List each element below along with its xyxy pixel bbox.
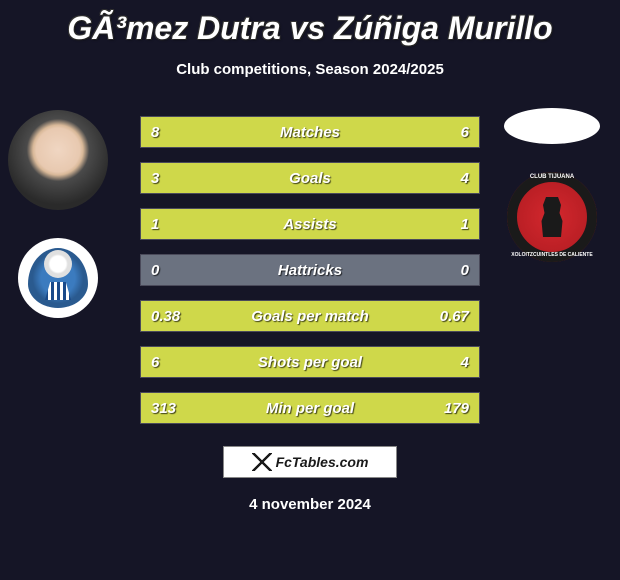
stat-label: Assists — [141, 216, 479, 233]
right-player-column: CLUB TIJUANA XOLOITZCUINTLES DE CALIENTE — [504, 108, 600, 262]
puebla-stripes-icon — [45, 282, 71, 300]
stats-table: 86Matches 34Goals 11Assists 00Hattricks 0.38… — [140, 116, 480, 424]
stat-label: Goals per match — [141, 308, 479, 325]
player-left-photo — [8, 110, 108, 210]
stat-row: 86Matches — [140, 116, 480, 148]
stat-row: 11Assists — [140, 208, 480, 240]
stat-row: 64Shots per goal — [140, 346, 480, 378]
stat-label: Hattricks — [141, 262, 479, 279]
page-title: GÃ³mez Dutra vs Zúñiga Murillo — [0, 0, 620, 47]
club-badge-right: CLUB TIJUANA XOLOITZCUINTLES DE CALIENTE — [507, 172, 597, 262]
stat-label: Min per goal — [141, 400, 479, 417]
stat-label: Matches — [141, 124, 479, 141]
tijuana-text-bottom: XOLOITZCUINTLES DE CALIENTE — [511, 252, 592, 258]
left-player-column — [8, 110, 108, 318]
comparison-area: 86Matches 34Goals 11Assists 00Hattricks 0.38… — [0, 116, 620, 424]
footer-logo-text: FcTables.com — [276, 454, 369, 470]
stat-row: 313179Min per goal — [140, 392, 480, 424]
subtitle: Club competitions, Season 2024/2025 — [0, 61, 620, 78]
stat-row: 00Hattricks — [140, 254, 480, 286]
footer-date: 4 november 2024 — [0, 496, 620, 513]
club-badge-left — [18, 238, 98, 318]
fctables-icon — [252, 453, 272, 471]
stat-row: 34Goals — [140, 162, 480, 194]
footer-logo: FcTables.com — [223, 446, 397, 478]
stat-label: Shots per goal — [141, 354, 479, 371]
stat-row: 0.380.67Goals per match — [140, 300, 480, 332]
player-right-photo — [504, 108, 600, 144]
tijuana-text-top: CLUB TIJUANA — [530, 174, 574, 180]
stat-label: Goals — [141, 170, 479, 187]
